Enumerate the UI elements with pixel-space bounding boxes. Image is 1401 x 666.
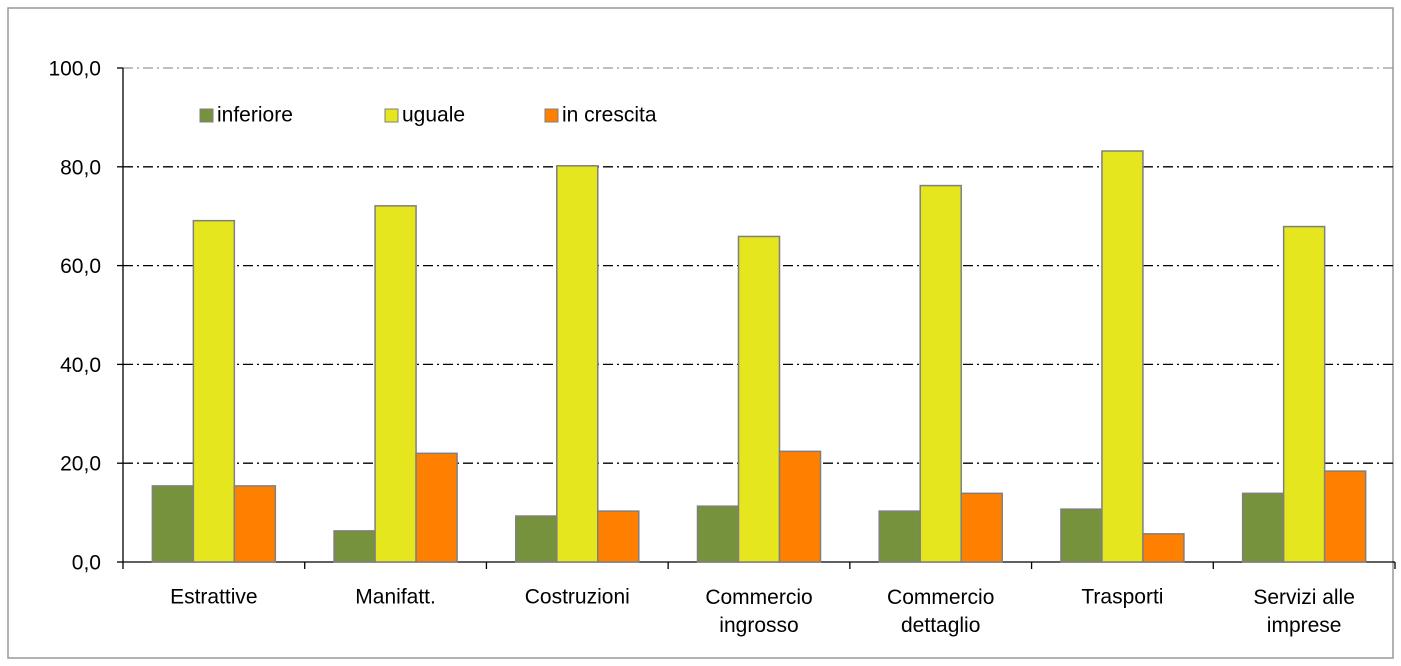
x-tick-label: Trasporti — [1081, 586, 1163, 609]
bar — [919, 184, 962, 563]
bar — [556, 165, 599, 563]
y-tick-label: 100,0 — [48, 58, 101, 81]
bar — [415, 452, 458, 563]
bar — [1323, 470, 1367, 563]
bar — [960, 492, 1003, 563]
y-tick-label: 20,0 — [60, 453, 101, 476]
legend-swatch — [384, 108, 399, 123]
legend-label: uguale — [402, 104, 465, 127]
legend-label: inferiore — [217, 104, 293, 127]
y-tick-label: 80,0 — [60, 156, 101, 179]
bar — [1142, 533, 1185, 563]
y-tick-label: 40,0 — [60, 354, 101, 377]
bar — [737, 235, 781, 563]
legend-swatch — [544, 108, 559, 123]
bar — [374, 205, 417, 563]
legend-swatch — [199, 108, 214, 123]
bar — [233, 485, 277, 563]
bar — [778, 450, 822, 563]
bar — [333, 530, 376, 563]
bar — [1060, 508, 1103, 563]
x-tick-label: Commercio dettaglio — [887, 586, 994, 637]
bar — [878, 510, 921, 563]
bar — [696, 505, 740, 563]
bar — [1101, 150, 1144, 563]
x-tick-label: Costruzioni — [525, 586, 630, 609]
x-tick-label: Estrattive — [170, 586, 258, 609]
legend-label: in crescita — [562, 104, 657, 127]
x-tick-label: Manifatt. — [355, 586, 436, 609]
bar — [515, 515, 558, 563]
bar — [151, 485, 195, 563]
x-tick-label: Servizi alle imprese — [1253, 586, 1355, 637]
bar — [1282, 225, 1326, 563]
bar — [192, 219, 236, 563]
x-tick-label: Commercio ingrosso — [705, 586, 812, 637]
bar — [597, 510, 640, 563]
y-tick-label: 0,0 — [72, 552, 101, 575]
bar — [1241, 492, 1285, 563]
y-tick-label: 60,0 — [60, 255, 101, 278]
